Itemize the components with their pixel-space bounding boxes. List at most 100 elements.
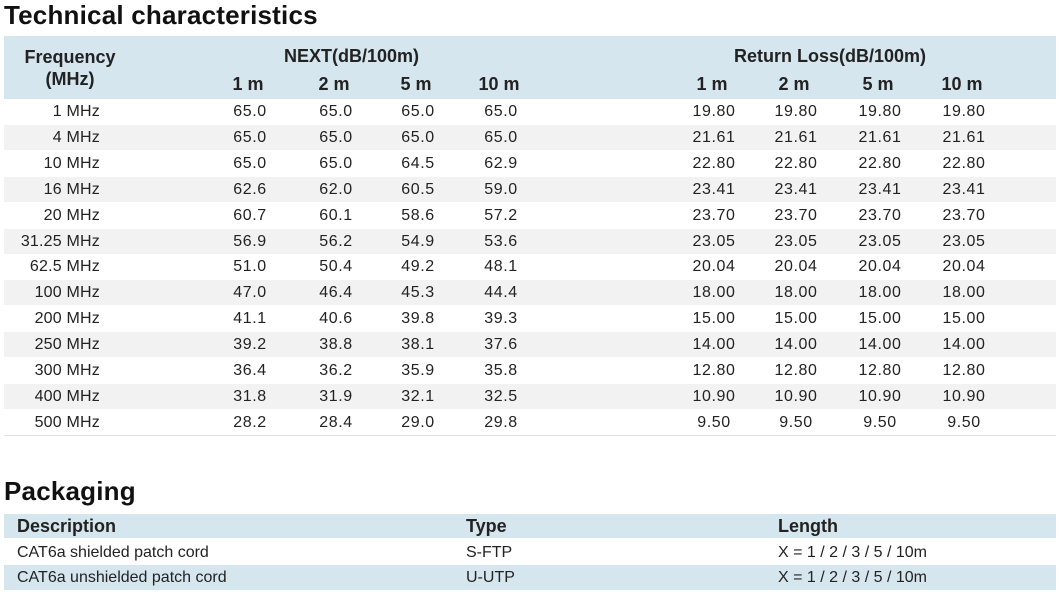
table-row: 1 MHz 65.0 65.0 65.0 65.0 19.80 19.80 19.80 19.8… — [4, 99, 1056, 124]
frequency-cell: 1 MHz — [52, 103, 100, 120]
frequency-cell: 200 MHz — [34, 310, 100, 328]
tech-table-header: Frequency (MHz) NEXT(dB/100m) Return Los… — [4, 36, 1056, 99]
table-row: 4 MHz 65.0 65.0 65.0 65.0 21.61 21.61 21.61 21.6… — [4, 124, 1056, 150]
next-value-cell: 65.0 — [233, 103, 267, 120]
return-loss-value-cell: 21.61 — [858, 128, 902, 146]
rl-sub-1m: 1 m — [696, 74, 728, 94]
rl-sub-10m: 10 m — [941, 74, 983, 94]
return-loss-value-cell: 23.41 — [774, 180, 818, 198]
return-loss-value-cell: 21.61 — [692, 128, 736, 146]
next-value-cell: 36.2 — [319, 362, 353, 379]
type-cell: S-FTP — [466, 544, 513, 561]
return-loss-value-cell: 15.00 — [774, 310, 818, 328]
frequency-header-line2: (MHz) — [45, 69, 95, 89]
return-loss-value-cell: 18.00 — [942, 284, 986, 302]
return-loss-value-cell: 18.00 — [774, 284, 818, 302]
next-header: NEXT(dB/100m) — [284, 46, 420, 66]
return-loss-value-cell: 20.04 — [858, 258, 902, 276]
return-loss-value-cell: 15.00 — [692, 310, 736, 328]
table-row: 100 MHz 47.0 46.4 45.3 44.4 18.00 18.00 18.00 18… — [4, 280, 1056, 306]
return-loss-value-cell: 9.50 — [863, 413, 897, 431]
return-loss-value-cell: 10.90 — [942, 387, 986, 405]
return-loss-value-cell: 12.80 — [774, 362, 818, 379]
return-loss-value-cell: 9.50 — [779, 413, 813, 431]
description-header: Description — [17, 516, 117, 536]
next-value-cell: 60.1 — [319, 206, 353, 224]
next-value-cell: 32.5 — [484, 387, 518, 405]
next-sub-1m: 1 m — [232, 74, 264, 94]
length-cell: X = 1 / 2 / 3 / 5 / 10m — [778, 569, 927, 586]
frequency-cell: 31.25 MHz — [20, 232, 100, 250]
return-loss-value-cell: 18.00 — [858, 284, 902, 302]
next-value-cell: 41.1 — [233, 310, 267, 328]
next-value-cell: 35.8 — [484, 362, 518, 379]
frequency-cell: 100 MHz — [34, 284, 100, 302]
packaging-title: Packaging — [4, 476, 136, 506]
frequency-cell: 300 MHz — [34, 362, 100, 379]
return-loss-value-cell: 23.41 — [858, 180, 902, 198]
return-loss-value-cell: 10.90 — [692, 387, 736, 405]
next-value-cell: 36.4 — [233, 362, 267, 379]
next-value-cell: 37.6 — [484, 336, 518, 354]
next-value-cell: 65.0 — [319, 154, 353, 172]
next-value-cell: 54.9 — [401, 232, 435, 250]
frequency-cell: 10 MHz — [43, 154, 100, 172]
return-loss-value-cell: 23.05 — [858, 232, 902, 250]
length-cell: X = 1 / 2 / 3 / 5 / 10m — [778, 544, 927, 561]
next-value-cell: 39.2 — [233, 336, 267, 354]
table-row: 500 MHz 28.2 28.4 29.0 29.8 9.50 9.50 9.50 9.50 — [4, 410, 1056, 436]
return-loss-value-cell: 12.80 — [858, 362, 902, 379]
return-loss-value-cell: 18.00 — [692, 284, 736, 302]
return-loss-value-cell: 23.70 — [774, 206, 818, 224]
next-value-cell: 65.0 — [233, 128, 267, 146]
next-value-cell: 48.1 — [484, 258, 518, 276]
next-value-cell: 65.0 — [233, 154, 267, 172]
return-loss-value-cell: 15.00 — [942, 310, 986, 328]
return-loss-value-cell: 15.00 — [858, 310, 902, 328]
return-loss-value-cell: 23.05 — [692, 232, 736, 250]
table-row: 300 MHz 36.4 36.2 35.9 35.8 12.80 12.80 12.80 12… — [4, 358, 1056, 383]
return-loss-value-cell: 21.61 — [942, 128, 986, 146]
frequency-cell: 4 MHz — [52, 128, 100, 146]
next-value-cell: 28.4 — [319, 413, 353, 431]
return-loss-value-cell: 14.00 — [692, 336, 736, 354]
return-loss-value-cell: 22.80 — [942, 154, 986, 172]
next-value-cell: 64.5 — [401, 154, 435, 172]
packaging-table-header: Description Type Length — [4, 514, 1056, 538]
rl-sub-2m: 2 m — [778, 74, 810, 94]
next-sub-5m: 5 m — [400, 74, 432, 94]
length-header: Length — [778, 516, 838, 536]
next-value-cell: 28.2 — [233, 413, 267, 431]
next-value-cell: 65.0 — [319, 103, 353, 120]
next-value-cell: 65.0 — [401, 103, 435, 120]
table-row: 250 MHz 39.2 38.8 38.1 37.6 14.00 14.00 14.00 14… — [4, 332, 1056, 358]
table-row: CAT6a unshielded patch cord U-UTP X = 1 / … — [4, 565, 1056, 590]
next-value-cell: 65.0 — [401, 128, 435, 146]
next-value-cell: 46.4 — [319, 284, 353, 302]
next-value-cell: 56.2 — [319, 232, 353, 250]
next-value-cell: 62.0 — [319, 180, 353, 198]
return-loss-value-cell: 19.80 — [942, 103, 986, 120]
next-value-cell: 35.9 — [401, 362, 435, 379]
next-sub-10m: 10 m — [478, 74, 520, 94]
table-row: 10 MHz 65.0 65.0 64.5 62.9 22.80 22.80 22.80 22.… — [4, 151, 1056, 176]
return-loss-value-cell: 23.70 — [942, 206, 986, 224]
return-loss-value-cell: 23.05 — [774, 232, 818, 250]
next-value-cell: 62.9 — [484, 154, 518, 172]
return-loss-value-cell: 9.50 — [697, 413, 731, 431]
next-value-cell: 29.0 — [401, 413, 435, 431]
return-loss-value-cell: 19.80 — [692, 103, 736, 120]
table-row: 31.25 MHz 56.9 56.2 54.9 53.6 23.05 23.05 23.05… — [4, 228, 1056, 254]
next-value-cell: 65.0 — [319, 128, 353, 146]
type-cell: U-UTP — [466, 569, 515, 586]
return-loss-value-cell: 23.41 — [942, 180, 986, 198]
return-loss-value-cell: 20.04 — [942, 258, 986, 276]
next-value-cell: 57.2 — [484, 206, 518, 224]
return-loss-header: Return Loss(dB/100m) — [734, 46, 927, 66]
next-value-cell: 38.1 — [401, 336, 435, 354]
return-loss-value-cell: 21.61 — [774, 128, 818, 146]
next-value-cell: 49.2 — [401, 258, 435, 276]
next-value-cell: 62.6 — [233, 180, 267, 198]
type-header: Type — [466, 516, 507, 536]
next-value-cell: 31.8 — [233, 387, 267, 405]
